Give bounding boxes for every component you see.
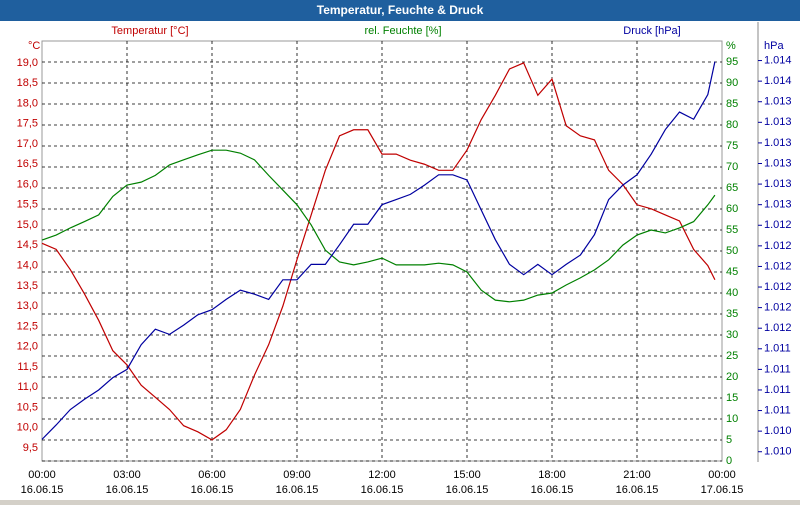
y-tick-label: 15,5 — [17, 199, 38, 211]
x-tick-date: 17.06.15 — [701, 484, 744, 496]
y2-tick-label: 20 — [726, 371, 738, 383]
y-tick-label: 9,5 — [23, 442, 38, 454]
y2-tick-label: 45 — [726, 266, 738, 278]
y-tick-label: 16,5 — [17, 158, 38, 170]
x-tick-label: 03:00 — [113, 469, 141, 481]
chart-title: Temperatur, Feuchte & Druck — [317, 3, 484, 17]
y3-tick-label: 1.010 — [764, 425, 792, 437]
x-tick-label: 15:00 — [453, 469, 481, 481]
y2-tick-label: 60 — [726, 203, 738, 215]
y-tick-label: 13,5 — [17, 280, 38, 292]
y3-tick-label: 1.012 — [764, 219, 792, 231]
y2-tick-label: 85 — [726, 98, 738, 110]
x-tick-date: 16.06.15 — [446, 484, 489, 496]
y3-tick-label: 1.013 — [764, 137, 792, 149]
x-tick-label: 06:00 — [198, 469, 226, 481]
y3-tick-label: 1.011 — [764, 363, 791, 375]
y-tick-label: 18,0 — [17, 97, 38, 109]
x-tick-label: 18:00 — [538, 469, 566, 481]
y-tick-label: 12,0 — [17, 341, 38, 353]
y2-tick-label: 25 — [726, 350, 738, 362]
y3-tick-label: 1.013 — [764, 178, 792, 190]
y-tick-label: 11,5 — [17, 361, 38, 373]
y3-axis-title: hPa — [764, 40, 784, 52]
y-tick-label: 15,0 — [17, 219, 38, 231]
legend-entry: Druck [hPa] — [623, 25, 680, 37]
x-tick-date: 16.06.15 — [21, 484, 64, 496]
title-bar — [0, 0, 800, 21]
y-tick-label: 12,5 — [17, 320, 38, 332]
y-tick-label: 14,5 — [17, 239, 38, 251]
x-tick-date: 16.06.15 — [276, 484, 319, 496]
x-tick-date: 16.06.15 — [361, 484, 404, 496]
x-tick-date: 16.06.15 — [106, 484, 149, 496]
y-tick-label: 17,5 — [17, 118, 38, 130]
y-tick-label: 10,5 — [17, 401, 38, 413]
y-tick-label: 16,0 — [17, 178, 38, 190]
y3-tick-label: 1.011 — [764, 404, 791, 416]
y2-tick-label: 95 — [726, 56, 738, 68]
x-tick-label: 09:00 — [283, 469, 311, 481]
x-tick-label: 21:00 — [623, 469, 651, 481]
y3-tick-label: 1.013 — [764, 96, 792, 108]
y-tick-label: 19,0 — [17, 57, 38, 69]
y2-axis-title: % — [726, 40, 736, 52]
y-tick-label: 10,0 — [17, 422, 38, 434]
legend-entry: rel. Feuchte [%] — [364, 25, 441, 37]
y-tick-label: 18,5 — [17, 77, 38, 89]
y3-tick-label: 1.014 — [764, 75, 792, 87]
x-tick-label: 00:00 — [28, 469, 56, 481]
y2-tick-label: 75 — [726, 140, 738, 152]
y2-tick-label: 65 — [726, 182, 738, 194]
y2-tick-label: 55 — [726, 224, 738, 236]
y3-tick-label: 1.013 — [764, 199, 792, 211]
y2-tick-label: 10 — [726, 413, 738, 425]
y-tick-label: 13,0 — [17, 300, 38, 312]
y3-tick-label: 1.011 — [764, 384, 791, 396]
y2-tick-label: 5 — [726, 434, 732, 446]
y2-tick-label: 80 — [726, 119, 738, 131]
y-tick-label: 14,0 — [17, 260, 38, 272]
y3-tick-label: 1.012 — [764, 322, 792, 334]
x-tick-label: 12:00 — [368, 469, 396, 481]
series-line — [41, 62, 716, 441]
y2-tick-label: 50 — [726, 245, 738, 257]
y2-tick-label: 35 — [726, 308, 738, 320]
y3-tick-label: 1.010 — [764, 446, 792, 458]
y2-tick-label: 40 — [726, 287, 738, 299]
y3-tick-label: 1.013 — [764, 157, 792, 169]
y3-tick-label: 1.014 — [764, 54, 792, 66]
y3-tick-label: 1.012 — [764, 240, 792, 252]
y3-tick-label: 1.012 — [764, 302, 792, 314]
y-axis-title: °C — [28, 40, 40, 52]
y-tick-label: 17,0 — [17, 138, 38, 150]
y2-tick-label: 90 — [726, 77, 738, 89]
y3-tick-label: 1.011 — [764, 343, 791, 355]
y2-tick-label: 15 — [726, 392, 738, 404]
y3-tick-label: 1.012 — [764, 260, 792, 272]
y-tick-label: 11,0 — [17, 381, 38, 393]
x-tick-date: 16.06.15 — [191, 484, 234, 496]
legend-entry: Temperatur [°C] — [111, 25, 188, 37]
x-tick-date: 16.06.15 — [531, 484, 574, 496]
y2-tick-label: 30 — [726, 329, 738, 341]
y3-tick-label: 1.012 — [764, 281, 792, 293]
series-line — [41, 149, 716, 303]
y2-tick-label: 0 — [726, 455, 732, 467]
series-line — [41, 61, 716, 440]
y2-tick-label: 70 — [726, 161, 738, 173]
x-tick-date: 16.06.15 — [616, 484, 659, 496]
y3-tick-label: 1.013 — [764, 116, 792, 128]
x-tick-label: 00:00 — [708, 469, 736, 481]
